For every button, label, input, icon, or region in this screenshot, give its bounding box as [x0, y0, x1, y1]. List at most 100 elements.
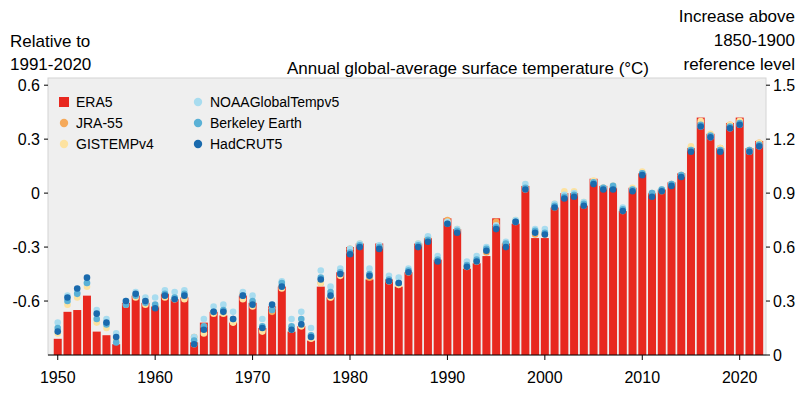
x-tick-label: 2020 — [722, 369, 758, 386]
bar — [629, 188, 637, 355]
point — [736, 121, 743, 128]
legend-marker — [194, 140, 202, 148]
point — [327, 292, 334, 299]
bar — [648, 193, 656, 355]
bar — [346, 247, 354, 355]
bar — [229, 323, 237, 355]
bar — [336, 272, 344, 355]
x-tick — [252, 355, 253, 360]
point — [376, 246, 383, 253]
point — [288, 327, 295, 334]
y2-tick — [766, 355, 770, 356]
point — [464, 264, 471, 271]
bar — [726, 123, 734, 355]
point — [405, 269, 412, 276]
point — [444, 220, 451, 227]
point — [152, 305, 159, 312]
bar — [531, 238, 539, 355]
point — [473, 258, 480, 265]
point — [386, 278, 393, 285]
bar — [580, 206, 588, 355]
bar — [443, 218, 451, 355]
bar — [102, 335, 110, 355]
point — [132, 291, 139, 298]
point — [542, 231, 549, 238]
point — [142, 298, 149, 305]
bar — [551, 208, 559, 355]
bar — [473, 263, 481, 355]
point — [756, 143, 763, 150]
legend-label: HadCRUT5 — [210, 136, 283, 152]
bar — [63, 312, 71, 355]
point — [210, 309, 217, 316]
bar — [288, 332, 296, 355]
legend-label: ERA5 — [76, 94, 113, 110]
bar — [210, 312, 218, 355]
point — [259, 316, 266, 323]
bar — [54, 339, 62, 355]
point — [171, 296, 178, 303]
point — [619, 208, 626, 215]
bar — [249, 303, 257, 355]
y-tick-label: 0.3 — [18, 131, 40, 148]
bar — [297, 326, 305, 355]
point — [395, 280, 402, 287]
point — [181, 292, 188, 299]
point — [493, 226, 500, 233]
y2-axis-label: Increase above — [679, 7, 795, 26]
point — [512, 219, 519, 226]
x-tick — [544, 355, 545, 360]
bar — [619, 211, 627, 355]
x-tick — [642, 355, 643, 360]
bar — [414, 243, 422, 355]
y2-tick-label: 0.3 — [773, 293, 795, 310]
point — [123, 298, 130, 305]
legend-label: Berkeley Earth — [210, 115, 302, 131]
point — [240, 292, 247, 299]
point — [425, 238, 432, 245]
bar — [668, 182, 676, 355]
x-tick-label: 1990 — [430, 369, 466, 386]
bar — [482, 256, 490, 355]
x-tick-label: 1980 — [332, 369, 368, 386]
point — [746, 148, 753, 155]
point — [152, 294, 159, 301]
x-tick — [155, 355, 156, 360]
x-tick-label: 1960 — [137, 369, 173, 386]
point — [230, 316, 237, 323]
bar — [180, 297, 188, 355]
bar — [638, 173, 646, 355]
bar — [219, 315, 227, 355]
bar — [453, 229, 461, 355]
bar — [677, 173, 685, 355]
series — [54, 118, 763, 355]
series — [54, 118, 762, 348]
y2-tick — [766, 247, 770, 248]
point — [142, 298, 149, 305]
x-axis-line — [48, 354, 766, 355]
point — [522, 186, 529, 193]
point — [123, 298, 130, 305]
bar — [687, 148, 695, 355]
point — [191, 341, 198, 348]
y2-tick — [766, 301, 770, 302]
legend-marker — [194, 119, 202, 127]
point — [103, 319, 110, 326]
y2-tick-label: 1.2 — [773, 131, 795, 148]
y2-tick-label: 0 — [773, 347, 782, 364]
point — [678, 174, 685, 181]
point — [240, 292, 247, 299]
point — [113, 334, 120, 341]
bar — [424, 238, 432, 355]
bar — [560, 193, 568, 355]
bar — [706, 134, 714, 355]
point — [288, 327, 295, 334]
title: Annual global-average surface temperatur… — [287, 59, 649, 78]
bar — [599, 186, 607, 355]
bar — [278, 287, 286, 355]
page: {"chart_data": { "type": "bar", "title":… — [0, 0, 800, 393]
point — [746, 148, 753, 155]
point — [220, 309, 227, 316]
point — [697, 123, 704, 130]
bar — [268, 306, 276, 355]
